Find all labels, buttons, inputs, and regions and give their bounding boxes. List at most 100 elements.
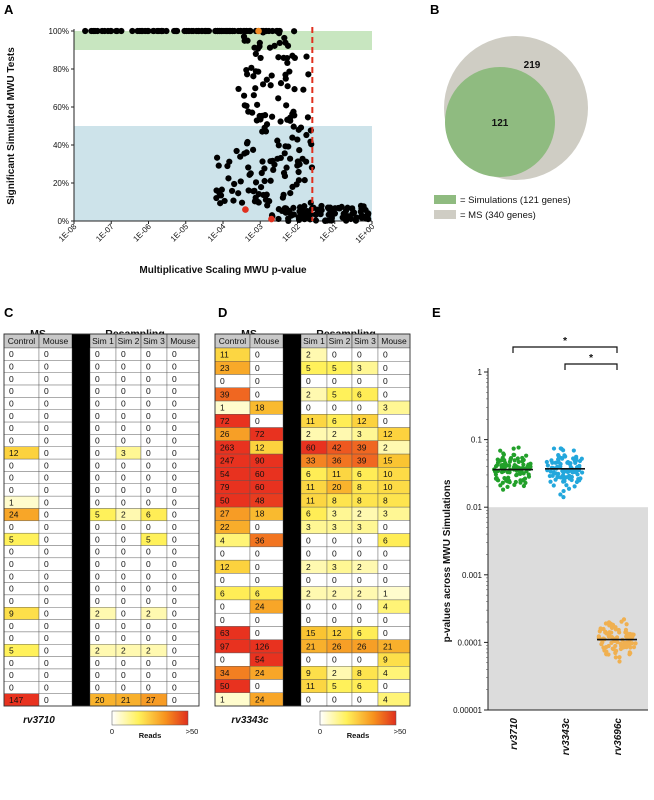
x-tick-label: 1E-05 — [169, 222, 191, 244]
cell-value: 0 — [146, 522, 151, 532]
cell-value: 54 — [255, 655, 265, 665]
cell-value: 0 — [9, 362, 14, 372]
cell-value: 4 — [383, 602, 388, 612]
scatter-point — [303, 53, 310, 60]
cell-value: 3 — [357, 429, 362, 439]
scatter-point — [243, 102, 250, 110]
scatter-point — [235, 85, 242, 93]
highlighted-point — [255, 27, 262, 35]
cell-value: 4 — [383, 668, 388, 678]
x-tick-label: 1E-01 — [318, 222, 340, 244]
cell-value: 72 — [220, 416, 230, 426]
scatter-point — [274, 137, 281, 144]
table-cell — [300, 666, 328, 680]
cell-value: 0 — [146, 584, 151, 594]
scatter-point — [263, 121, 271, 128]
scatter-point — [256, 43, 263, 50]
series-point-rv3696c — [624, 640, 629, 645]
panel-label-e: E — [432, 305, 441, 320]
table-cell — [115, 619, 142, 633]
series-point-rv3696c — [604, 631, 609, 636]
scatter-point — [358, 212, 365, 219]
series-point-rv3696c — [613, 655, 618, 660]
x-category-label: rv3696c — [613, 718, 624, 756]
cell-value: 0 — [146, 448, 151, 458]
significance-star: * — [563, 335, 568, 347]
cell-value: 12 — [220, 562, 230, 572]
table-cell — [140, 607, 168, 620]
table-cell — [89, 681, 117, 694]
cell-value: 0 — [172, 534, 177, 544]
cell-value: 2 — [95, 608, 100, 618]
table-cell — [115, 656, 142, 670]
scatter-point — [226, 158, 233, 165]
cell-value: 0 — [44, 510, 49, 520]
table-cell — [326, 533, 353, 548]
scale-title: Reads — [347, 731, 370, 740]
cell-value: 0 — [121, 423, 126, 433]
cell-value: 0 — [255, 416, 260, 426]
cell-value: 11 — [332, 469, 341, 479]
series-point-rv3696c — [604, 649, 609, 654]
cell-value: 0 — [95, 423, 100, 433]
cell-value: 0 — [255, 350, 260, 360]
scatter-point — [231, 180, 238, 188]
cell-value: 0 — [95, 658, 100, 668]
scatter-point — [254, 101, 261, 108]
cell-value: 0 — [172, 386, 177, 396]
scatter-point — [276, 39, 283, 47]
table-cell — [140, 347, 168, 361]
column-header: Sim 1 — [303, 336, 325, 346]
cell-value: 0 — [121, 596, 126, 606]
cell-value: 11 — [306, 495, 315, 505]
scatter-point — [300, 86, 307, 93]
series-point-rv3696c — [607, 623, 612, 628]
cell-value: 2 — [332, 588, 337, 598]
column-header: Mouse — [43, 336, 69, 346]
reads-color-scale — [319, 710, 397, 726]
cell-value: 33 — [306, 456, 316, 466]
table-cell — [115, 557, 142, 571]
column-header: Mouse — [381, 336, 407, 346]
cell-value: 0 — [332, 403, 337, 413]
cell-value: 0 — [44, 534, 49, 544]
cell-value: 6 — [357, 469, 362, 479]
table-cell — [115, 681, 142, 694]
cell-value: 8 — [357, 668, 362, 678]
table-cell — [115, 471, 142, 484]
cell-value: 27 — [220, 509, 230, 519]
cell-value: 0 — [44, 411, 49, 421]
cell-value: 0 — [383, 363, 388, 373]
cell-value: 0 — [306, 575, 311, 585]
cell-value: 0 — [357, 350, 362, 360]
cell-value: 90 — [255, 456, 265, 466]
scatter-point — [296, 146, 303, 154]
cell-value: 0 — [95, 633, 100, 643]
highlighted-point — [268, 215, 275, 223]
table-cell — [140, 446, 168, 460]
scatter-point — [312, 217, 320, 224]
table-cell — [115, 446, 142, 460]
scatter-point — [269, 27, 276, 35]
cell-value: 0 — [220, 602, 225, 612]
cell-value: 5 — [95, 510, 100, 520]
column-header: Control — [8, 336, 36, 346]
cell-value: 11 — [306, 681, 315, 691]
shaded-region — [488, 507, 648, 710]
table-cell — [300, 559, 328, 574]
cell-value: 0 — [44, 399, 49, 409]
cell-value: 6 — [357, 681, 362, 691]
cell-value: 0 — [95, 682, 100, 692]
table-cell — [326, 361, 353, 375]
cell-value: 2 — [121, 645, 126, 655]
cell-value: 1 — [220, 403, 225, 413]
cell-value: 26 — [357, 641, 367, 651]
series-point-rv3343c — [577, 478, 582, 483]
table-cell — [140, 532, 168, 546]
cell-value: 0 — [357, 535, 362, 545]
y-tick-label: 20% — [53, 179, 69, 188]
table-cell — [326, 559, 353, 574]
cell-value: 5 — [332, 681, 337, 691]
scatter-point — [353, 214, 360, 221]
table-cell — [351, 546, 379, 561]
